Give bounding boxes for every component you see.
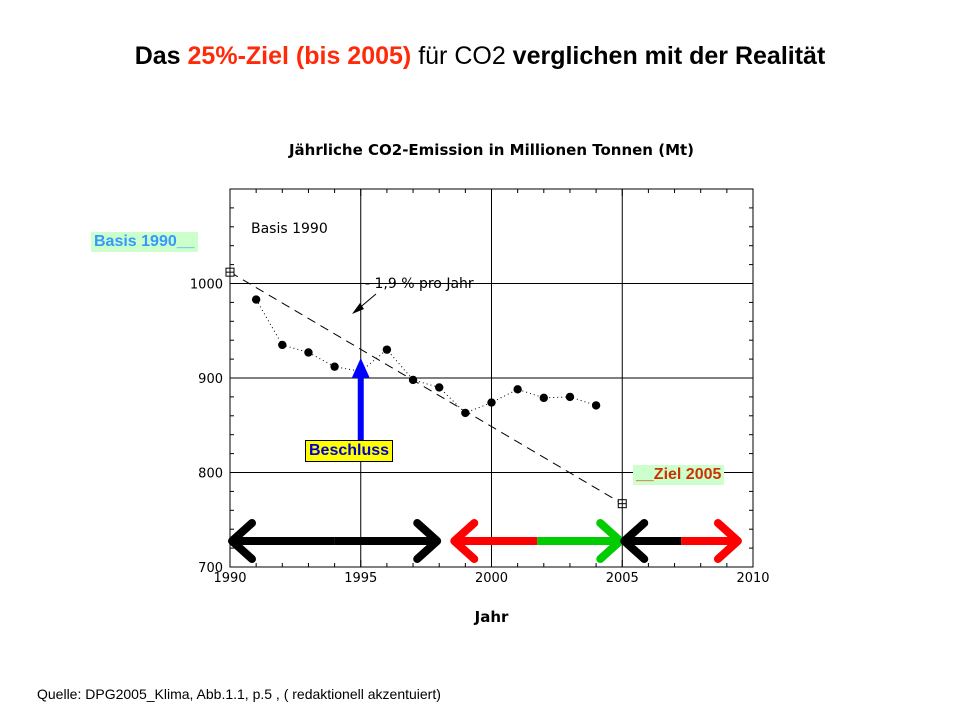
title-part-2: 25%-Ziel (bis 2005) (187, 42, 412, 70)
annotation-basis-1990: Basis 1990 (251, 221, 328, 237)
x-tick-label: 2000 (475, 571, 508, 586)
data-point (330, 362, 339, 371)
timeline-head-right-2 (713, 519, 742, 563)
data-point (565, 392, 575, 402)
basis-1990-label: Basis 1990__ (91, 232, 198, 252)
data-point (408, 375, 418, 385)
data-point (382, 345, 392, 354)
data-point (487, 398, 496, 407)
data-point (513, 385, 522, 394)
annotation-rate: - 1,9 % pro Jahr (365, 276, 474, 292)
title-part-4: verglichen mit der Realität (512, 42, 826, 70)
beschluss-label: Beschluss (305, 440, 394, 462)
series-lines (229, 271, 623, 505)
title-part-3: für CO2 (411, 42, 513, 70)
data-point (591, 401, 601, 410)
x-axis-label: Jahr (474, 608, 509, 626)
x-tick-label: 2010 (736, 571, 769, 586)
title-part-1: Das (134, 42, 188, 70)
data-point (251, 295, 261, 304)
y-tick-label: 800 (198, 467, 223, 482)
data-point (278, 340, 287, 350)
emission-line (255, 299, 597, 414)
data-point (539, 393, 548, 403)
data-point (435, 383, 444, 392)
trend-line (229, 271, 623, 505)
annotation-pointer-head (352, 303, 364, 314)
x-tick-label: 1995 (344, 571, 377, 586)
timeline-head-left-1 (450, 519, 479, 563)
ziel-2005-label: __Ziel 2005 (633, 465, 725, 485)
chart-text: 1990 1995 2000 2005 2010 700 800 900 1000 Jährlic… (190, 141, 770, 626)
data-point (461, 408, 470, 418)
series-points (225, 267, 627, 509)
chart-title: Jährliche CO2-Emission in Millionen Tonn… (288, 141, 694, 159)
axis-ticks (229, 188, 754, 568)
timeline-arrows (228, 358, 742, 563)
x-tick-label: 1990 (213, 571, 246, 586)
beschluss-arrow-head (351, 358, 370, 378)
timeline-head-right-0 (413, 519, 442, 563)
source-note: Quelle: DPG2005_Klima, Abb.1.1, p.5 , ( … (37, 686, 441, 702)
x-tick-label: 2005 (606, 571, 639, 586)
slide-title: Das 25%-Ziel (bis 2005) für CO2 verglich… (0, 42, 960, 71)
y-tick-label: 900 (198, 372, 223, 387)
y-tick-label: 700 (198, 561, 223, 576)
timeline-head-left-0 (228, 519, 256, 563)
timeline-head-left-2 (620, 519, 649, 563)
grid (230, 189, 753, 567)
y-tick-label: 1000 (190, 278, 223, 293)
data-point (304, 348, 313, 357)
